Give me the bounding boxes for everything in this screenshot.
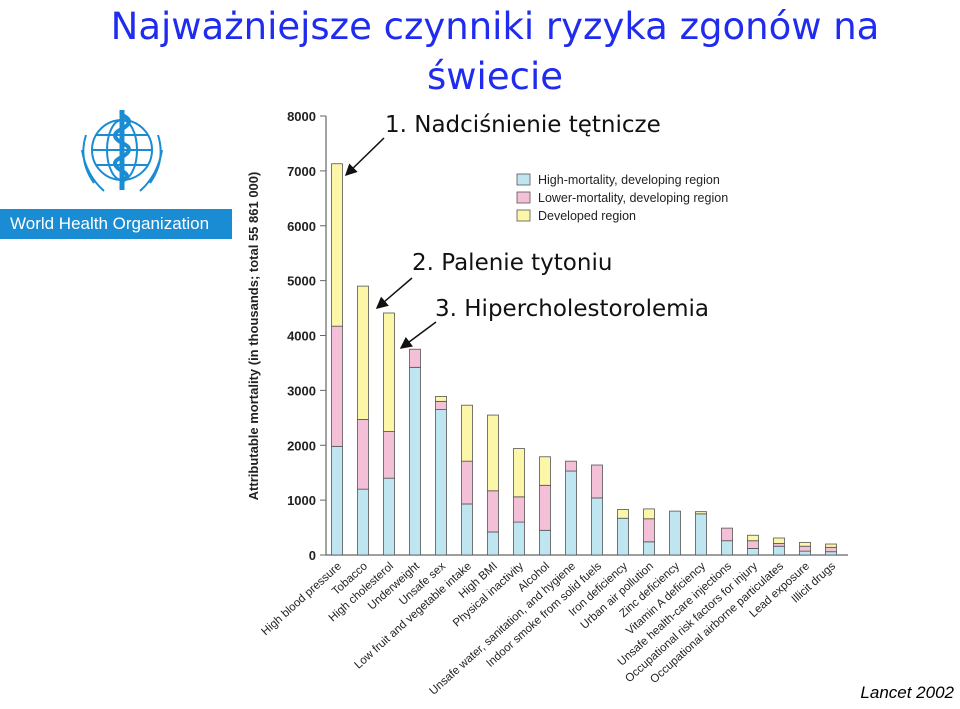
bar-segment xyxy=(721,540,733,556)
who-emblem-icon xyxy=(81,110,163,192)
bar-segment xyxy=(799,541,811,547)
annotation-arrow xyxy=(399,321,437,349)
bar-segment xyxy=(487,490,499,533)
bar-segment xyxy=(721,527,733,542)
bar-segment xyxy=(617,517,629,556)
bar-segment xyxy=(565,470,577,556)
bar-segment xyxy=(539,484,551,531)
bar-segment xyxy=(435,396,447,402)
bar-segment xyxy=(825,551,837,556)
bar-segment xyxy=(461,404,473,462)
y-tick-label: 5000 xyxy=(287,274,316,289)
bar-segment xyxy=(487,531,499,556)
bar-segment xyxy=(331,163,343,327)
bar-segment xyxy=(773,543,785,547)
y-axis-label: Attributable mortality (in thousands; to… xyxy=(246,172,261,501)
bar-segment xyxy=(747,540,759,549)
annotation-2: 2. Palenie tytoniu xyxy=(412,250,613,276)
legend-label: Lower-mortality, developing region xyxy=(538,191,728,205)
page-title: Najważniejsze czynniki ryzyka zgonów na … xyxy=(110,5,880,98)
bar-segment xyxy=(513,521,525,556)
bar-segment xyxy=(513,448,525,498)
bar-segment xyxy=(487,414,499,492)
bar-segment xyxy=(513,496,525,523)
bar-segment xyxy=(643,541,655,556)
bar-segment xyxy=(669,510,681,556)
who-organization-bar: World Health Organization xyxy=(0,209,232,239)
y-tick-label: 4000 xyxy=(287,329,316,344)
bar-segment xyxy=(357,488,369,556)
source-citation: Lancet 2002 xyxy=(860,683,954,702)
annotation-arrow xyxy=(375,277,413,309)
bars xyxy=(331,163,837,556)
bar-segment xyxy=(799,545,811,552)
legend-label: High-mortality, developing region xyxy=(538,173,720,187)
y-tick-label: 0 xyxy=(309,548,316,563)
bar-segment xyxy=(643,518,655,543)
bar-segment xyxy=(695,511,707,515)
bar-segment xyxy=(617,509,629,519)
bar-segment xyxy=(773,545,785,556)
bar-segment xyxy=(461,460,473,505)
legend-swatch xyxy=(516,173,531,186)
bar-segment xyxy=(461,503,473,556)
bar-segment xyxy=(331,325,343,447)
annotation-arrow xyxy=(344,137,385,177)
annotation-3: 3. Hipercholestorolemia xyxy=(435,296,710,322)
y-tick-label: 6000 xyxy=(287,219,316,234)
x-tick-label: High blood pressure xyxy=(259,560,344,638)
bar-segment xyxy=(539,456,551,486)
y-tick-label: 1000 xyxy=(287,493,316,508)
bar-segment xyxy=(409,348,421,368)
legend-label: Developed region xyxy=(538,209,636,223)
legend-swatch xyxy=(516,191,531,204)
annotation-1: 1. Nadciśnienie tętnicze xyxy=(385,112,661,138)
y-tick-label: 8000 xyxy=(287,109,316,124)
bar-segment xyxy=(383,477,395,556)
bar-segment xyxy=(591,464,603,499)
bar-segment xyxy=(695,513,707,556)
legend-swatch xyxy=(516,209,531,222)
bar-segment xyxy=(435,400,447,410)
y-tick-label: 2000 xyxy=(287,438,316,453)
bar-segment xyxy=(799,550,811,556)
bar-segment xyxy=(357,419,369,490)
bar-segment xyxy=(825,546,837,553)
legend: High-mortality, developing region Lower-m… xyxy=(516,173,728,223)
bar-segment xyxy=(773,537,785,544)
bar-segment xyxy=(643,508,655,520)
bar-segment xyxy=(747,534,759,542)
y-tick-label: 7000 xyxy=(287,164,316,179)
bar-segment xyxy=(435,409,447,556)
annotation-arrows xyxy=(344,137,437,349)
bar-segment xyxy=(331,445,343,556)
y-tick-label: 3000 xyxy=(287,383,316,398)
bar-segment xyxy=(747,548,759,556)
bar-segment xyxy=(825,543,837,548)
bar-segment xyxy=(539,529,551,556)
bar-segment xyxy=(383,431,395,479)
bar-segment xyxy=(383,312,395,432)
bar-segment xyxy=(409,366,421,556)
bar-segment xyxy=(591,497,603,556)
bar-segment xyxy=(357,285,369,420)
bar-segment xyxy=(565,460,577,472)
